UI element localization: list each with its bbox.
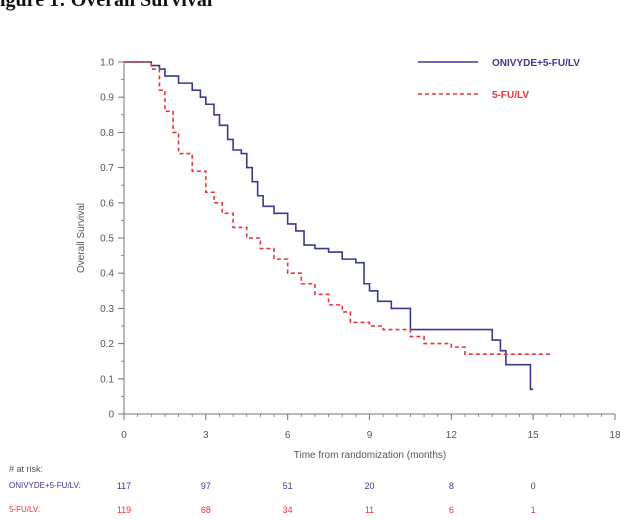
- risk-count: 51: [282, 481, 293, 491]
- y-axis-label: Overall Survival: [76, 203, 87, 273]
- risk-count: 97: [200, 481, 211, 491]
- figure-title: igure 1: Overall Survival: [0, 0, 213, 11]
- y-tick-label: 0.1: [100, 374, 114, 385]
- risk-count: 34: [282, 505, 293, 515]
- risk-count: 20: [364, 481, 375, 491]
- series-line-0: [124, 61, 534, 391]
- x-tick-label: 18: [609, 430, 620, 441]
- risk-count: 1: [530, 505, 536, 515]
- risk-row-label: 5-FU/LV:: [9, 505, 41, 514]
- y-tick-label: 0.6: [100, 198, 114, 209]
- risk-count: 119: [116, 505, 132, 515]
- survival-chart: 0 3 6 9 12 15 18 0 0.1 0.2 0.3 0.4 0.5 0.6 0.7 0.8 0.9 1.…: [76, 58, 620, 461]
- legend-label-1: 5-FU/LV: [492, 90, 529, 101]
- risk-row-label: ONIVYDE+5-FU/LV:: [9, 481, 81, 490]
- x-axis-label: Time from randomization (months): [294, 450, 446, 460]
- risk-count: 6: [448, 505, 454, 515]
- series-line-1: [124, 61, 553, 355]
- y-tick-label: 0: [108, 410, 114, 421]
- y-tick-label: 0.9: [100, 93, 114, 104]
- x-tick-label: 0: [121, 430, 127, 441]
- x-tick-label: 3: [203, 430, 209, 441]
- x-tick-label: 15: [528, 430, 540, 441]
- x-tick-label: 6: [285, 430, 291, 441]
- legend-label-0: ONIVYDE+5-FU/LV: [492, 58, 580, 69]
- x-tick-label: 9: [367, 430, 373, 441]
- y-tick-label: 1.0: [100, 58, 114, 69]
- y-tick-label: 0.8: [100, 128, 114, 139]
- y-tick-label: 0.4: [100, 269, 114, 280]
- risk-count: 117: [116, 481, 132, 491]
- y-tick-label: 0.2: [100, 339, 114, 350]
- x-tick-label: 12: [446, 430, 458, 441]
- y-tick-label: 0.3: [100, 304, 114, 315]
- risk-count: 68: [200, 505, 211, 515]
- risk-table-header: # at risk:: [9, 464, 44, 474]
- y-tick-label: 0.5: [100, 234, 114, 245]
- risk-count: 11: [364, 505, 375, 515]
- risk-count: 0: [530, 481, 536, 491]
- y-tick-label: 0.7: [100, 163, 114, 174]
- risk-count: 8: [448, 481, 454, 491]
